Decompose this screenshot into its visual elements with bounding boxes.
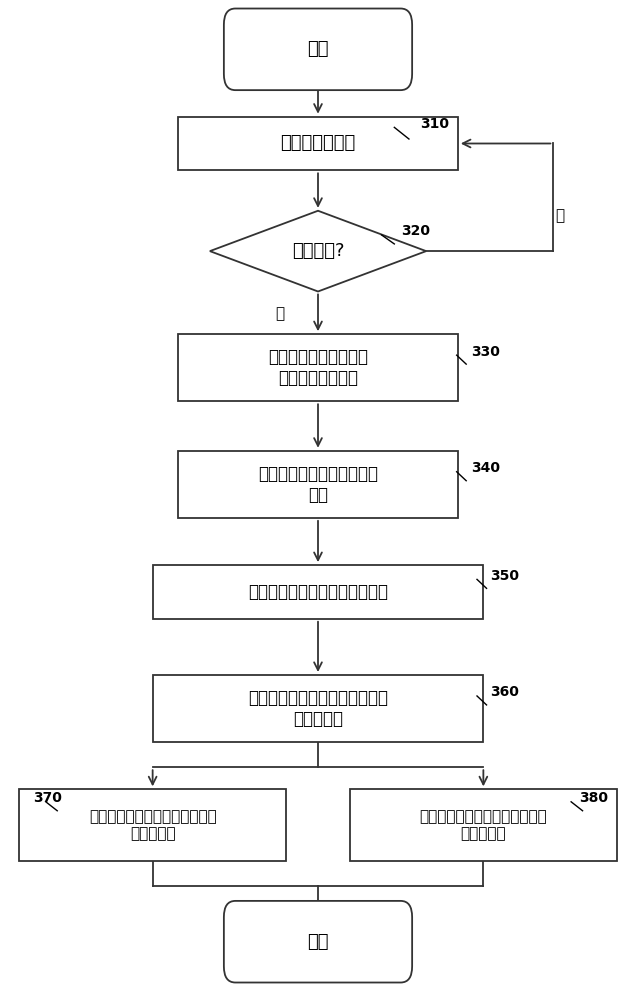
Text: 定位模块确定物理宿主机的
信息: 定位模块确定物理宿主机的 信息 [258, 465, 378, 504]
Text: 否: 否 [555, 208, 564, 223]
Text: 380: 380 [579, 791, 608, 805]
Text: 开始: 开始 [307, 40, 329, 58]
Bar [350, 789, 617, 861]
Text: 310: 310 [420, 117, 449, 131]
Text: 是: 是 [275, 306, 284, 321]
Text: 发生迁移?: 发生迁移? [292, 242, 344, 260]
Text: 340: 340 [471, 461, 500, 475]
Polygon shape [210, 211, 426, 291]
Bar [153, 675, 483, 742]
Bar [153, 565, 483, 619]
Text: 320: 320 [401, 224, 430, 238]
Text: 350: 350 [490, 569, 519, 583]
Text: 断开旧的交换机端口与镜像端口
之间的连接: 断开旧的交换机端口与镜像端口 之间的连接 [420, 809, 547, 841]
Text: 获取虚拟机信息并发送
该信息至定位模块: 获取虚拟机信息并发送 该信息至定位模块 [268, 348, 368, 387]
FancyBboxPatch shape [224, 901, 412, 983]
Bar [178, 451, 458, 518]
Text: 360: 360 [490, 685, 518, 699]
Text: 330: 330 [471, 345, 499, 359]
Text: 在新的交换机端口与镜像端口之
间建立连接: 在新的交换机端口与镜像端口之 间建立连接 [89, 809, 216, 841]
Text: 定位模块确定交换机和端口信息: 定位模块确定交换机和端口信息 [248, 583, 388, 601]
Bar [19, 789, 286, 861]
Bar [178, 334, 458, 401]
Text: 结束: 结束 [307, 933, 329, 951]
Text: 370: 370 [33, 791, 62, 805]
Text: 探测虚拟机迁移: 探测虚拟机迁移 [280, 134, 356, 152]
Text: 发送交换机和端口信息至镜像端
口配置模块: 发送交换机和端口信息至镜像端 口配置模块 [248, 689, 388, 728]
FancyBboxPatch shape [224, 9, 412, 90]
Bar [178, 117, 458, 170]
